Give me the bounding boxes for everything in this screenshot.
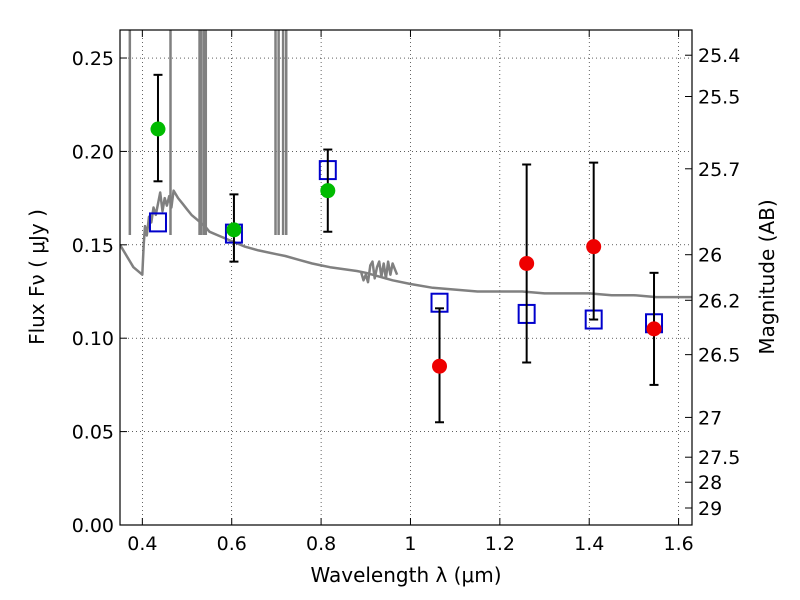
mag-tick-label: 28 — [698, 472, 722, 494]
axis-ticks: 0.4 0.6 0.8 1 1.2 1.4 1.6 0.00 0.05 0.10 0.15 0.20 0… — [72, 30, 740, 555]
y-axis-label: Flux Fν ( μJy ) — [25, 209, 49, 345]
x-tick-label: 0.6 — [217, 533, 247, 555]
y2-axis-label: Magnitude (AB) — [755, 199, 779, 354]
x-tick-label: 1.6 — [663, 533, 693, 555]
sed-curve-layer — [120, 30, 692, 299]
x-tick-label: 1.2 — [485, 533, 515, 555]
y-tick-label: 0.00 — [72, 515, 114, 537]
model-square — [148, 212, 167, 233]
sed-curve — [360, 260, 399, 284]
y-tick-label: 0.10 — [72, 328, 114, 350]
data-point — [586, 239, 602, 255]
mag-tick-label: 26.2 — [698, 290, 740, 312]
plot-frame — [119, 29, 693, 526]
x-axis-label: Wavelength λ (μm) — [310, 563, 501, 587]
mag-tick-label: 25.5 — [698, 86, 740, 108]
mag-tick-label: 25.4 — [698, 45, 740, 67]
mag-tick-label: 27.5 — [698, 447, 740, 469]
photometry-points-layer — [148, 73, 664, 424]
data-point — [320, 183, 336, 199]
data-point — [646, 321, 662, 337]
y-tick-label: 0.05 — [72, 422, 114, 444]
mag-tick-label: 25.7 — [698, 159, 740, 181]
data-point — [432, 358, 448, 374]
x-tick-label: 0.8 — [306, 533, 336, 555]
x-tick-label: 0.4 — [127, 533, 157, 555]
data-point — [150, 121, 166, 137]
y-tick-label: 0.20 — [72, 141, 114, 163]
mag-tick-label: 27 — [698, 407, 722, 429]
y-tick-label: 0.25 — [72, 48, 114, 70]
mag-tick-label: 26.5 — [698, 345, 740, 367]
x-tick-label: 1 — [404, 533, 416, 555]
mag-tick-label: 26 — [698, 245, 722, 267]
mag-tick-label: 29 — [698, 498, 722, 520]
x-tick-label: 1.4 — [574, 533, 604, 555]
data-point — [226, 222, 242, 238]
y-tick-label: 0.15 — [72, 235, 114, 257]
data-point — [519, 255, 535, 271]
